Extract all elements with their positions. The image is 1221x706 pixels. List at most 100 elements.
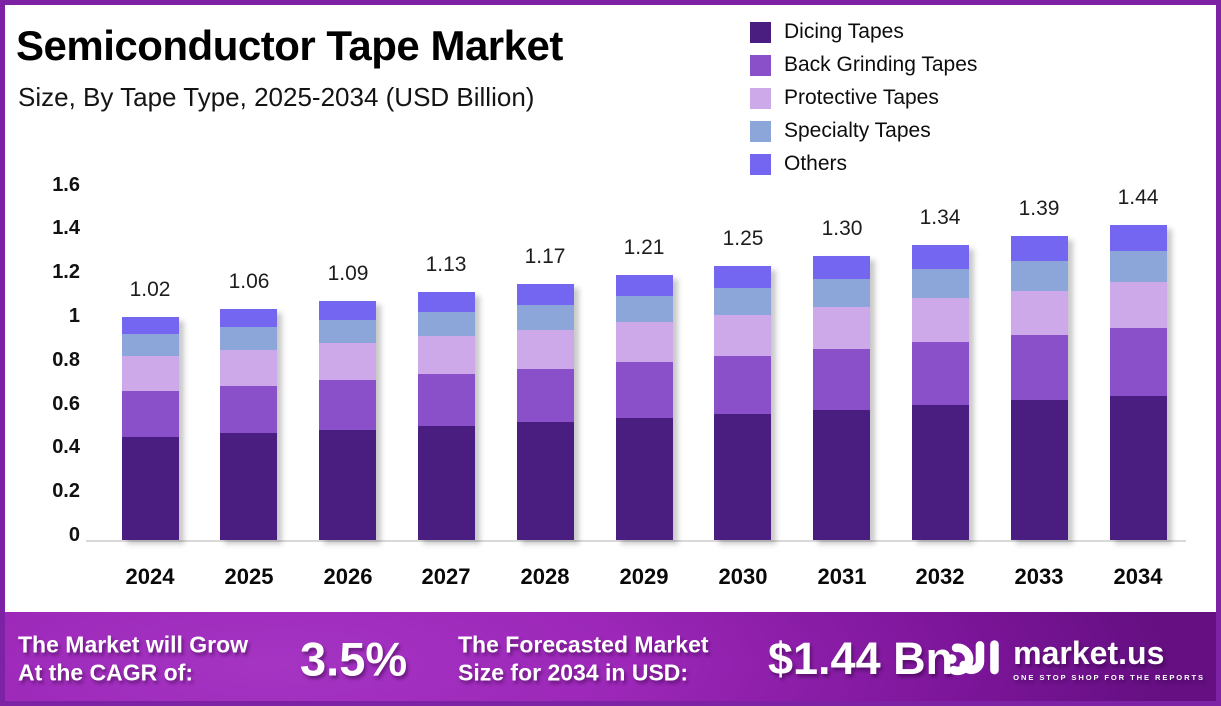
bar-segment (714, 414, 771, 540)
page-title: Semiconductor Tape Market (16, 22, 563, 69)
legend-item: Protective Tapes (750, 86, 977, 110)
y-axis-tick-label: 0.4 (52, 436, 80, 459)
x-axis-tick-label: 2031 (817, 564, 867, 589)
bar-segment (1110, 281, 1167, 328)
bar-segment (122, 391, 179, 438)
bar-value-label: 1.02 (129, 278, 171, 301)
bar-segment (813, 349, 870, 410)
bar-2033 (1011, 236, 1068, 540)
marketus-logo-text: market.us ONE STOP SHOP FOR THE REPORTS (1013, 637, 1205, 682)
y-axis-tick-label: 0.2 (52, 480, 80, 503)
bar-segment (714, 288, 771, 315)
bar-segment (319, 301, 376, 321)
bar-2031 (813, 256, 870, 540)
bar-segment (813, 256, 870, 280)
y-axis-tick-label: 1 (68, 305, 80, 327)
bar-segment (616, 418, 673, 540)
bar-segment (912, 269, 969, 299)
legend-item-label: Back Grinding Tapes (784, 53, 978, 76)
bar-segment (122, 334, 179, 357)
bar-segment (517, 284, 574, 305)
chart-legend: Dicing Tapes Back Grinding Tapes Protectiv… (750, 20, 977, 176)
bar-segment (1011, 290, 1068, 336)
bar-segment (517, 304, 574, 330)
bar-segment (714, 266, 771, 289)
bar-segment (517, 422, 574, 540)
bar-segment (1011, 236, 1068, 262)
forecast-label: The Forecasted Market Size for 2034 in U… (458, 631, 709, 686)
legend-swatch-icon (750, 120, 771, 142)
bar-2029 (616, 275, 673, 540)
bar-segment (319, 429, 376, 540)
bar-value-label: 1.09 (327, 262, 369, 285)
bar-segment (220, 327, 277, 350)
bar-value-label: 1.34 (919, 206, 961, 229)
bar-value-label: 1.21 (623, 236, 665, 259)
bar-2030 (714, 266, 771, 540)
legend-swatch-icon (750, 87, 771, 109)
x-axis-tick-label: 2029 (619, 564, 669, 589)
legend-item: Specialty Tapes (750, 119, 977, 143)
bar-segment (319, 380, 376, 430)
legend-item: Others (750, 152, 977, 176)
bar-segment (122, 437, 179, 540)
forecast-label-line2: Size for 2034 in USD: (458, 659, 689, 685)
y-axis-tick-label: 0.6 (52, 392, 80, 415)
x-axis-tick-label: 2028 (520, 564, 570, 589)
bar-segment (220, 433, 277, 540)
bar-2026 (319, 301, 376, 540)
bar-segment (517, 368, 574, 423)
bar-segment (912, 298, 969, 342)
legend-item-label: Protective Tapes (784, 86, 939, 109)
bar-value-label: 1.39 (1018, 197, 1060, 220)
bar-segment (418, 292, 475, 312)
bar-segment (418, 311, 475, 337)
x-axis-tick-label: 2033 (1014, 564, 1064, 589)
marketus-logo: market.us ONE STOP SHOP FOR THE REPORTS (945, 633, 1205, 685)
bar-segment (220, 385, 277, 434)
bar-segment (220, 309, 277, 328)
y-axis-tick-label: 1.6 (52, 173, 80, 196)
y-axis-tick-label: 1.2 (52, 261, 80, 284)
bar-segment (418, 425, 475, 540)
bar-2032 (912, 245, 969, 540)
forecast-label-line1: The Forecasted Market (458, 631, 709, 658)
x-axis-tick-label: 2034 (1113, 564, 1163, 589)
cagr-label: The Market will Grow At the CAGR of: (18, 631, 248, 686)
bar-segment (1110, 225, 1167, 252)
x-axis-line (86, 540, 1186, 542)
x-axis-tick-label: 2027 (421, 564, 471, 589)
x-axis-tick-label: 2025 (224, 564, 274, 589)
bar-segment (714, 314, 771, 357)
legend-item-label: Others (784, 152, 848, 175)
bar-value-label: 1.06 (228, 270, 270, 293)
bar-segment (813, 409, 870, 540)
bar-segment (1011, 400, 1068, 540)
bar-segment (1110, 251, 1167, 282)
bar-segment (1110, 395, 1167, 540)
marketus-tagline: ONE STOP SHOP FOR THE REPORTS (1013, 672, 1205, 682)
x-axis-tick-label: 2032 (915, 564, 965, 589)
bar-value-label: 1.13 (425, 253, 467, 276)
bar-segment (912, 245, 969, 270)
bar-value-label: 1.25 (722, 227, 764, 250)
legend-item-label: Dicing Tapes (784, 20, 904, 43)
bar-segment (319, 320, 376, 344)
marketus-brand: market.us (1013, 634, 1165, 671)
bar-segment (813, 279, 870, 307)
bar-segment (1110, 327, 1167, 396)
bar-segment (1011, 261, 1068, 291)
x-axis-tick-label: 2024 (125, 564, 175, 589)
cagr-value: 3.5% (300, 632, 408, 686)
legend-swatch-icon (750, 153, 771, 175)
y-axis-tick-label: 0.8 (52, 348, 80, 371)
marketus-logo-icon (947, 640, 999, 676)
x-axis-tick-label: 2030 (718, 564, 768, 589)
bar-2028 (517, 284, 574, 540)
bar-segment (912, 341, 969, 405)
bar-2024 (122, 317, 179, 540)
bar-value-label: 1.44 (1117, 186, 1159, 209)
bar-2025 (220, 309, 277, 540)
bar-segment (616, 275, 673, 297)
